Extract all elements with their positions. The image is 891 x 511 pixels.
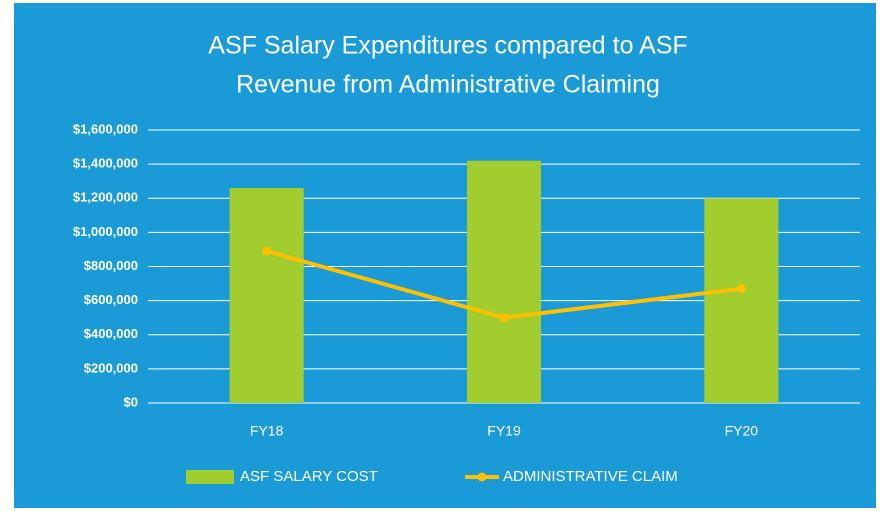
x-tick-label: FY18 xyxy=(250,423,284,439)
line-marker xyxy=(262,246,272,256)
y-tick-label: $0 xyxy=(124,394,138,409)
legend-swatch xyxy=(477,472,487,482)
line-marker xyxy=(736,284,746,294)
y-tick-label: $1,600,000 xyxy=(73,121,138,136)
bar xyxy=(467,160,541,403)
x-tick-label: FY19 xyxy=(487,423,521,439)
chart-title: Revenue from Administrative Claiming xyxy=(236,71,660,99)
x-tick-label: FY20 xyxy=(725,423,759,439)
y-tick-label: $1,400,000 xyxy=(73,156,138,171)
legend-swatch xyxy=(186,470,234,484)
y-tick-label: $400,000 xyxy=(84,326,138,341)
legend-label: ASF SALARY COST xyxy=(240,468,378,485)
chart-title: ASF Salary Expenditures compared to ASF xyxy=(208,32,687,60)
y-tick-label: $800,000 xyxy=(84,258,138,273)
legend-label: ADMINISTRATIVE CLAIM xyxy=(503,468,678,485)
line-marker xyxy=(499,313,509,323)
bar xyxy=(704,198,779,403)
y-tick-label: $1,000,000 xyxy=(73,224,138,239)
bar xyxy=(229,188,304,403)
y-tick-label: $600,000 xyxy=(84,292,138,307)
y-tick-label: $1,200,000 xyxy=(73,190,138,205)
y-tick-label: $200,000 xyxy=(84,360,138,375)
